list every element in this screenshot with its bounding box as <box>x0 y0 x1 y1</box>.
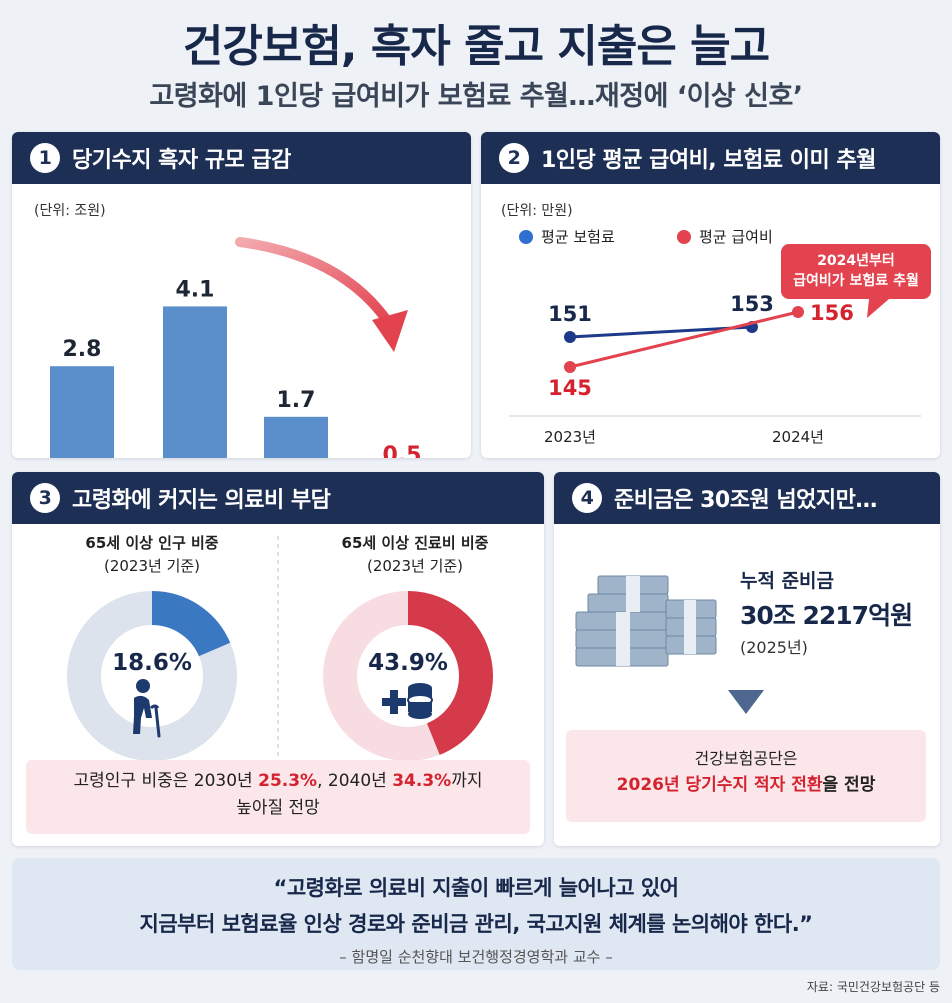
series-line <box>569 325 753 339</box>
page-subtitle: 고령화에 1인당 급여비가 보험료 추월…재정에 ‘이상 신호’ <box>149 81 803 112</box>
source-note: 자료: 국민건강보험공단 등 <box>806 980 940 994</box>
elderly-medical-cost-donut: 43.9% <box>323 591 493 761</box>
bar-value-label: 2.8 <box>63 337 102 362</box>
quote-line: “고령화로 의료비 지출이 빠르게 늘어나고 있어 <box>273 876 679 900</box>
decline-arrowhead-icon <box>372 310 408 352</box>
panel-aging: 3 고령화에 커지는 의료비 부담 65세 이상 인구 비중 (2023년 기준… <box>12 472 544 846</box>
bar-value-label: 0.5 <box>383 443 422 458</box>
benefit-line-chart: 2023년 2024년 151 153 145 156 <box>509 292 921 446</box>
panel-title: 준비금은 30조원 넘었지만… <box>614 488 877 513</box>
reserve-forecast-note: 건강보험공단은 2026년 당기수지 적자 전환을 전망 <box>566 730 926 822</box>
callout-line: 2024년부터 <box>817 253 895 269</box>
panel-number: 2 <box>499 143 529 173</box>
note-text: 을 전망 <box>822 774 876 795</box>
data-label: 153 <box>730 292 774 316</box>
data-point <box>564 331 576 343</box>
panel-header: 1 당기수지 흑자 규모 급감 <box>12 132 471 184</box>
data-point <box>792 306 804 318</box>
elderly-population-donut: 18.6% <box>67 591 237 761</box>
data-label: 151 <box>548 302 592 326</box>
bar-value-label: 1.7 <box>277 388 316 413</box>
panel-header: 2 1인당 평균 급여비, 보험료 이미 추월 <box>481 132 940 184</box>
legend-dot-icon <box>677 229 691 244</box>
note-text: 까지 <box>451 771 483 791</box>
panel-number: 3 <box>30 483 60 513</box>
bar-value-label: 4.1 <box>176 277 215 302</box>
page-title: 건강보험, 흑자 줄고 지출은 늘고 <box>182 21 770 72</box>
divider <box>277 536 279 768</box>
decline-arrow-icon <box>235 237 393 327</box>
panel-header: 3 고령화에 커지는 의료비 부담 <box>12 472 544 524</box>
panel-surplus: 1 당기수지 흑자 규모 급감 (단위: 조원) 2.82021년4.12023… <box>12 132 471 458</box>
data-label: 156 <box>810 301 854 325</box>
donut-subtitle: (2023년 기준) <box>103 557 201 576</box>
legend-premium: 평균 보험료 <box>519 226 615 247</box>
note-highlight: 25.3% <box>258 771 318 791</box>
quote-line: 지금부터 보험료율 인상 경로와 준비금 관리, 국고지원 체계를 논의해야 한… <box>139 912 813 936</box>
aging-forecast-note: 고령인구 비중은 2030년 25.3%, 2040년 34.3%까지 높아질 … <box>26 760 530 834</box>
x-tick-label: 2023년 <box>544 428 596 446</box>
panel-title: 당기수지 흑자 규모 급감 <box>72 148 291 173</box>
reserve-label: 누적 준비금 <box>740 570 835 592</box>
note-text: 건강보험공단은 <box>694 749 798 768</box>
reserve-year: (2025년) <box>740 638 808 657</box>
donut-left-caption: 65세 이상 인구 비중 (2023년 기준) <box>32 532 272 579</box>
panel-header: 4 준비금은 30조원 넘었지만… <box>554 472 940 524</box>
note-text: 높아질 전망 <box>236 798 320 819</box>
medical-cost-icon <box>382 683 433 719</box>
note-text: , 2040년 <box>317 771 393 791</box>
reserve-amount: 30조 2217억원 <box>740 601 913 630</box>
quote-attribution: – 함명일 순천향대 보건행정경영학과 교수 – <box>339 948 613 966</box>
unit-label: (단위: 만원) <box>501 203 573 219</box>
money-stack-icon <box>575 575 717 667</box>
legend-benefit: 평균 급여비 <box>677 226 773 247</box>
panel-number: 1 <box>30 143 60 173</box>
note-highlight: 2026년 당기수지 적자 전환 <box>616 774 823 795</box>
panel-number: 4 <box>572 483 602 513</box>
legend-label: 평균 급여비 <box>699 228 773 246</box>
panel-title: 고령화에 커지는 의료비 부담 <box>72 488 331 513</box>
donut-title: 65세 이상 진료비 비중 <box>341 534 489 552</box>
donut-value-label: 43.9% <box>368 650 448 676</box>
bar <box>50 366 114 458</box>
panel-reserve: 4 준비금은 30조원 넘었지만… 누적 준비금 30조 2217억원 (202… <box>554 472 940 846</box>
surplus-bar-chart: 2.82021년4.12023년1.72024년0.52025년 <box>50 237 422 458</box>
donut-value-label: 18.6% <box>112 650 192 676</box>
legend-dot-icon <box>519 229 533 244</box>
data-point <box>564 361 576 373</box>
panel-title: 1인당 평균 급여비, 보험료 이미 추월 <box>541 148 876 173</box>
note-highlight: 34.3% <box>392 771 452 791</box>
callout-tail-icon <box>867 299 889 318</box>
x-tick-label: 2024년 <box>772 428 824 446</box>
donut-title: 65세 이상 인구 비중 <box>85 534 219 552</box>
arrow-down-icon <box>728 690 764 714</box>
elderly-person-icon <box>133 679 161 738</box>
callout-bubble: 2024년부터 급여비가 보험료 추월 <box>781 244 931 299</box>
donut-subtitle: (2023년 기준) <box>366 557 464 576</box>
expert-quote: “고령화로 의료비 지출이 빠르게 늘어나고 있어 지금부터 보험료율 인상 경… <box>12 858 940 970</box>
donut-slice <box>323 591 493 761</box>
series-line <box>569 310 799 369</box>
data-label: 145 <box>548 376 592 400</box>
note-text: 고령인구 비중은 2030년 <box>73 771 259 791</box>
bar <box>163 306 227 458</box>
legend-label: 평균 보험료 <box>541 228 615 246</box>
donut-right-caption: 65세 이상 진료비 비중 (2023년 기준) <box>290 532 540 579</box>
donut-slice <box>67 591 237 761</box>
callout-line: 급여비가 보험료 추월 <box>793 273 919 290</box>
bar <box>264 416 328 458</box>
panel-benefit: 2 1인당 평균 급여비, 보험료 이미 추월 (단위: 만원) 평균 보험료 … <box>481 132 940 458</box>
unit-label: (단위: 조원) <box>34 203 106 219</box>
